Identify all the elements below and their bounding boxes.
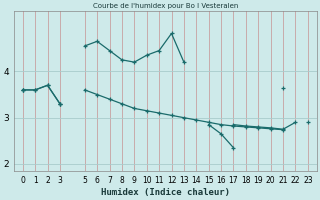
Title: Courbe de l'humidex pour Bo I Vesteralen: Courbe de l'humidex pour Bo I Vesteralen bbox=[92, 3, 238, 9]
X-axis label: Humidex (Indice chaleur): Humidex (Indice chaleur) bbox=[101, 188, 230, 197]
